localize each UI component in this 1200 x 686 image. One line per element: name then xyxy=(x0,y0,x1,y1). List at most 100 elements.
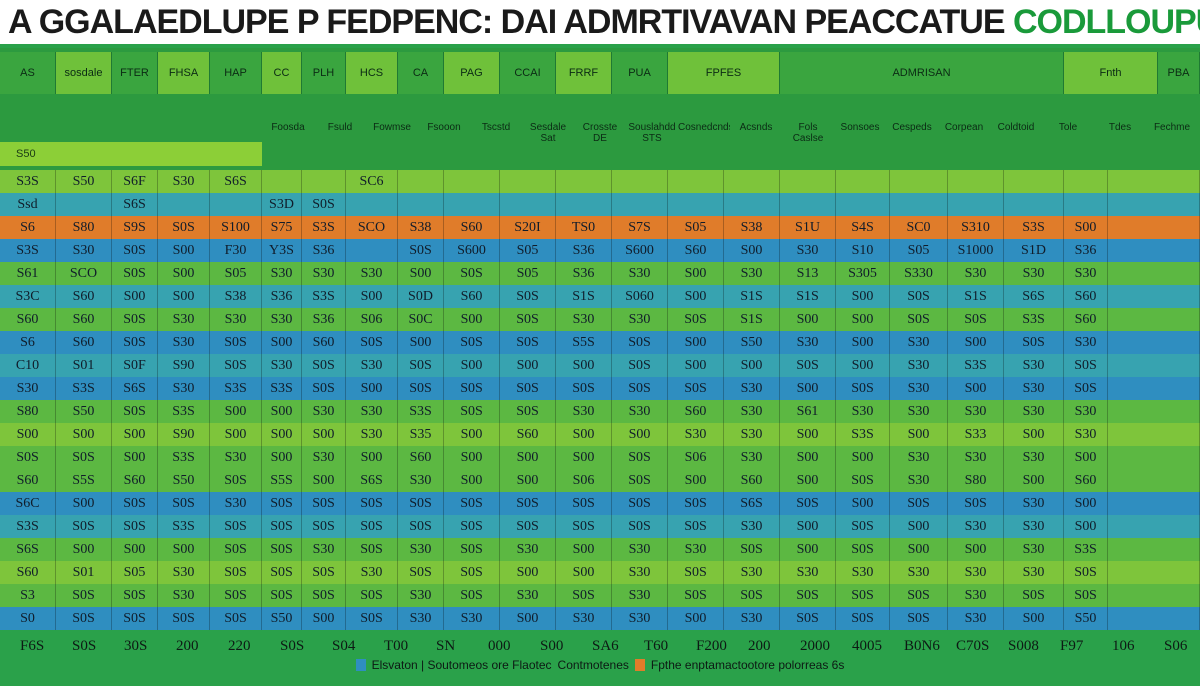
table-cell: S30 xyxy=(346,400,398,423)
column-group-header: ADMRISAN xyxy=(780,52,1064,94)
table-cell xyxy=(836,193,890,216)
table-cell: S0S xyxy=(444,400,500,423)
table-cell: S0S xyxy=(158,607,210,630)
table-cell: S30 xyxy=(346,423,398,446)
column-header: Corpean xyxy=(944,122,984,133)
table-cell: S50 xyxy=(724,331,780,354)
table-cell: S0S xyxy=(500,331,556,354)
table-cell: S30 xyxy=(1004,377,1064,400)
table-cell: S0S xyxy=(210,607,262,630)
footer-cell: S0S xyxy=(72,638,97,654)
table-cell: S0S xyxy=(444,492,500,515)
table-cell: S0S xyxy=(948,308,1004,331)
legend-left: Elsvaton | Soutomeos ore Flaotec xyxy=(371,658,552,672)
table-cell: S06 xyxy=(346,308,398,331)
table-cell: S0S xyxy=(444,561,500,584)
table-cell: S0S xyxy=(262,492,302,515)
table-cell: S30 xyxy=(556,400,612,423)
table-cell: S80 xyxy=(948,469,1004,492)
table-cell: S0S xyxy=(1004,584,1064,607)
table-cell: S61 xyxy=(0,262,56,285)
table-cell: S00 xyxy=(112,538,158,561)
table-cell: S30 xyxy=(890,354,948,377)
table-cell: S30 xyxy=(612,262,668,285)
table-cell: TS0 xyxy=(556,216,612,239)
footer-cell: SN xyxy=(436,638,456,654)
table-cell: S00 xyxy=(444,469,500,492)
table-cell: S3S xyxy=(158,446,210,469)
table-cell: S0 xyxy=(0,607,56,630)
table-cell xyxy=(262,170,302,193)
table-cell: S3S xyxy=(1064,538,1108,561)
table-cell xyxy=(500,170,556,193)
table-cell: S60 xyxy=(500,423,556,446)
table-cell: S6S xyxy=(112,377,158,400)
table-cell: S30 xyxy=(210,308,262,331)
table-cell: Ssd xyxy=(0,193,56,216)
table-cell: S3S xyxy=(158,515,210,538)
table-cell: S00 xyxy=(56,538,112,561)
table-cell: S30 xyxy=(56,239,112,262)
table-cell: S0S xyxy=(1064,584,1108,607)
table-cell: S30 xyxy=(1004,262,1064,285)
footer-cell: SA6 xyxy=(592,638,619,654)
table-row: S6S S00 S00 S00 S0S S0S S30 S0S S30 S0S S30 S00 S30 S… xyxy=(0,538,1200,561)
table-cell: S100 xyxy=(210,216,262,239)
table-cell: S30 xyxy=(1004,561,1064,584)
table-cell: S0S xyxy=(500,515,556,538)
table-cell: S600 xyxy=(612,239,668,262)
table-cell: S30 xyxy=(780,331,836,354)
table-cell: S36 xyxy=(262,285,302,308)
table-cell: S0S xyxy=(724,584,780,607)
table-cell: S0S xyxy=(346,538,398,561)
table-row: S00 S00 S00 S90 S00 S00 S00 S30 S35 S00 S60 S00 S00 S… xyxy=(0,423,1200,446)
table-cell: S1S xyxy=(724,308,780,331)
table-cell: S3S xyxy=(302,285,346,308)
table-cell xyxy=(668,170,724,193)
table-cell: S6S xyxy=(112,193,158,216)
table-cell: Y3S xyxy=(262,239,302,262)
table-cell: S0S xyxy=(500,377,556,400)
table-cell: S00 xyxy=(780,469,836,492)
table-cell: S3S xyxy=(262,377,302,400)
table-cell: S00 xyxy=(398,331,444,354)
table-cell: S30 xyxy=(612,538,668,561)
table-cell: S3S xyxy=(1004,216,1064,239)
table-cell: S0S xyxy=(398,377,444,400)
table-row: S3S S50 S6F S30 S6S SC6 xyxy=(0,170,1200,193)
table-cell: S00 xyxy=(836,285,890,308)
table-cell: S00 xyxy=(780,377,836,400)
table-cell: S00 xyxy=(158,262,210,285)
table-cell: S38 xyxy=(210,285,262,308)
table-cell: S1D xyxy=(1004,239,1064,262)
table-cell: S00 xyxy=(500,561,556,584)
table-cell-filler xyxy=(1108,561,1200,584)
table-cell: S50 xyxy=(262,607,302,630)
table-cell: S30 xyxy=(1004,515,1064,538)
table-cell: S0S xyxy=(948,492,1004,515)
table-cell: S00 xyxy=(302,423,346,446)
table-cell: S00 xyxy=(302,469,346,492)
table-cell: S00 xyxy=(500,446,556,469)
table-row: S3S S30 S0S S00 F30 Y3S S36 S0S S600 S05 S36 S600 S6… xyxy=(0,239,1200,262)
footer-cell: 000 xyxy=(488,638,511,654)
table-cell: C10 xyxy=(0,354,56,377)
column-group-header: CA xyxy=(398,52,444,94)
table-cell: S30 xyxy=(556,607,612,630)
table-cell: S9S xyxy=(112,216,158,239)
table-cell: S30 xyxy=(500,538,556,561)
table-cell: S6 xyxy=(0,216,56,239)
table-cell: S00 xyxy=(0,423,56,446)
column-group-header: HAP xyxy=(210,52,262,94)
table-cell: S00 xyxy=(346,377,398,400)
table-cell: S30 xyxy=(724,400,780,423)
table-cell: S3D xyxy=(262,193,302,216)
table-cell: S05 xyxy=(890,239,948,262)
table-cell: S36 xyxy=(1064,239,1108,262)
table-cell xyxy=(612,193,668,216)
table-cell: S05 xyxy=(500,262,556,285)
table-cell: S1S xyxy=(724,285,780,308)
table-cell: S61 xyxy=(780,400,836,423)
table-cell: S60 xyxy=(668,400,724,423)
table-cell: S00 xyxy=(724,354,780,377)
